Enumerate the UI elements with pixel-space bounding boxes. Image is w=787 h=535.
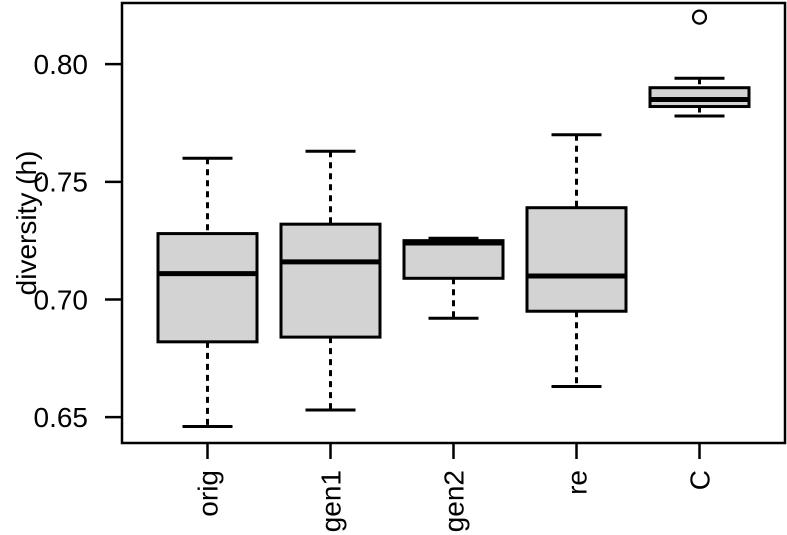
x-tick-label-group-C: C bbox=[684, 470, 715, 490]
y-tick-label: 0.75 bbox=[34, 167, 89, 198]
x-tick-label-group-orig: orig bbox=[192, 470, 223, 517]
iqr-box-re bbox=[525, 206, 628, 313]
plot-frame bbox=[120, 1, 787, 445]
y-tick-label: 0.80 bbox=[34, 49, 89, 80]
x-tick-label-group-re: re bbox=[561, 470, 592, 495]
y-tick-label: 0.70 bbox=[34, 284, 89, 315]
x-tick-label-group-gen1: gen1 bbox=[315, 470, 346, 532]
y-axis-title-group: diversity (h) bbox=[11, 151, 42, 296]
x-tick-label-gen1: gen1 bbox=[315, 470, 346, 532]
iqr-box-orig bbox=[156, 232, 259, 344]
x-tick-label-orig: orig bbox=[192, 470, 223, 517]
iqr-box-gen2 bbox=[402, 239, 505, 280]
outlier-point-C bbox=[691, 9, 708, 25]
y-axis-title: diversity (h) bbox=[11, 151, 42, 296]
x-tick-label-group-gen2: gen2 bbox=[438, 470, 469, 532]
y-tick-label: 0.65 bbox=[34, 402, 89, 433]
x-tick-label-re: re bbox=[561, 470, 592, 495]
x-tick-label-C: C bbox=[684, 470, 715, 490]
iqr-box-gen1 bbox=[279, 222, 382, 339]
x-tick-label-gen2: gen2 bbox=[438, 470, 469, 532]
